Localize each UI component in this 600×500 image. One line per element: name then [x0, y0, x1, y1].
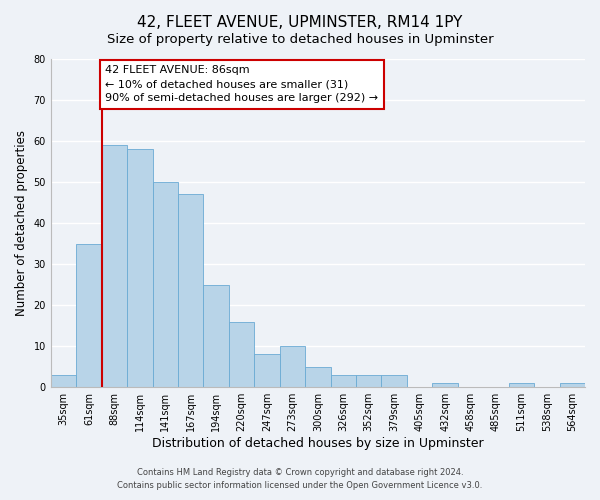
Bar	[280, 346, 305, 387]
Bar	[305, 366, 331, 387]
Text: Contains HM Land Registry data © Crown copyright and database right 2024.
Contai: Contains HM Land Registry data © Crown c…	[118, 468, 482, 490]
Bar	[433, 383, 458, 387]
Bar	[127, 150, 152, 387]
Bar	[203, 284, 229, 387]
Bar	[76, 244, 101, 387]
Bar	[560, 383, 585, 387]
X-axis label: Distribution of detached houses by size in Upminster: Distribution of detached houses by size …	[152, 437, 484, 450]
Bar	[229, 322, 254, 387]
Bar	[178, 194, 203, 387]
Bar	[101, 145, 127, 387]
Bar	[254, 354, 280, 387]
Bar	[152, 182, 178, 387]
Text: 42, FLEET AVENUE, UPMINSTER, RM14 1PY: 42, FLEET AVENUE, UPMINSTER, RM14 1PY	[137, 15, 463, 30]
Text: Size of property relative to detached houses in Upminster: Size of property relative to detached ho…	[107, 32, 493, 46]
Text: 42 FLEET AVENUE: 86sqm
← 10% of detached houses are smaller (31)
90% of semi-det: 42 FLEET AVENUE: 86sqm ← 10% of detached…	[106, 65, 379, 103]
Bar	[382, 375, 407, 387]
Bar	[509, 383, 534, 387]
Bar	[51, 375, 76, 387]
Y-axis label: Number of detached properties: Number of detached properties	[15, 130, 28, 316]
Bar	[356, 375, 382, 387]
Bar	[331, 375, 356, 387]
